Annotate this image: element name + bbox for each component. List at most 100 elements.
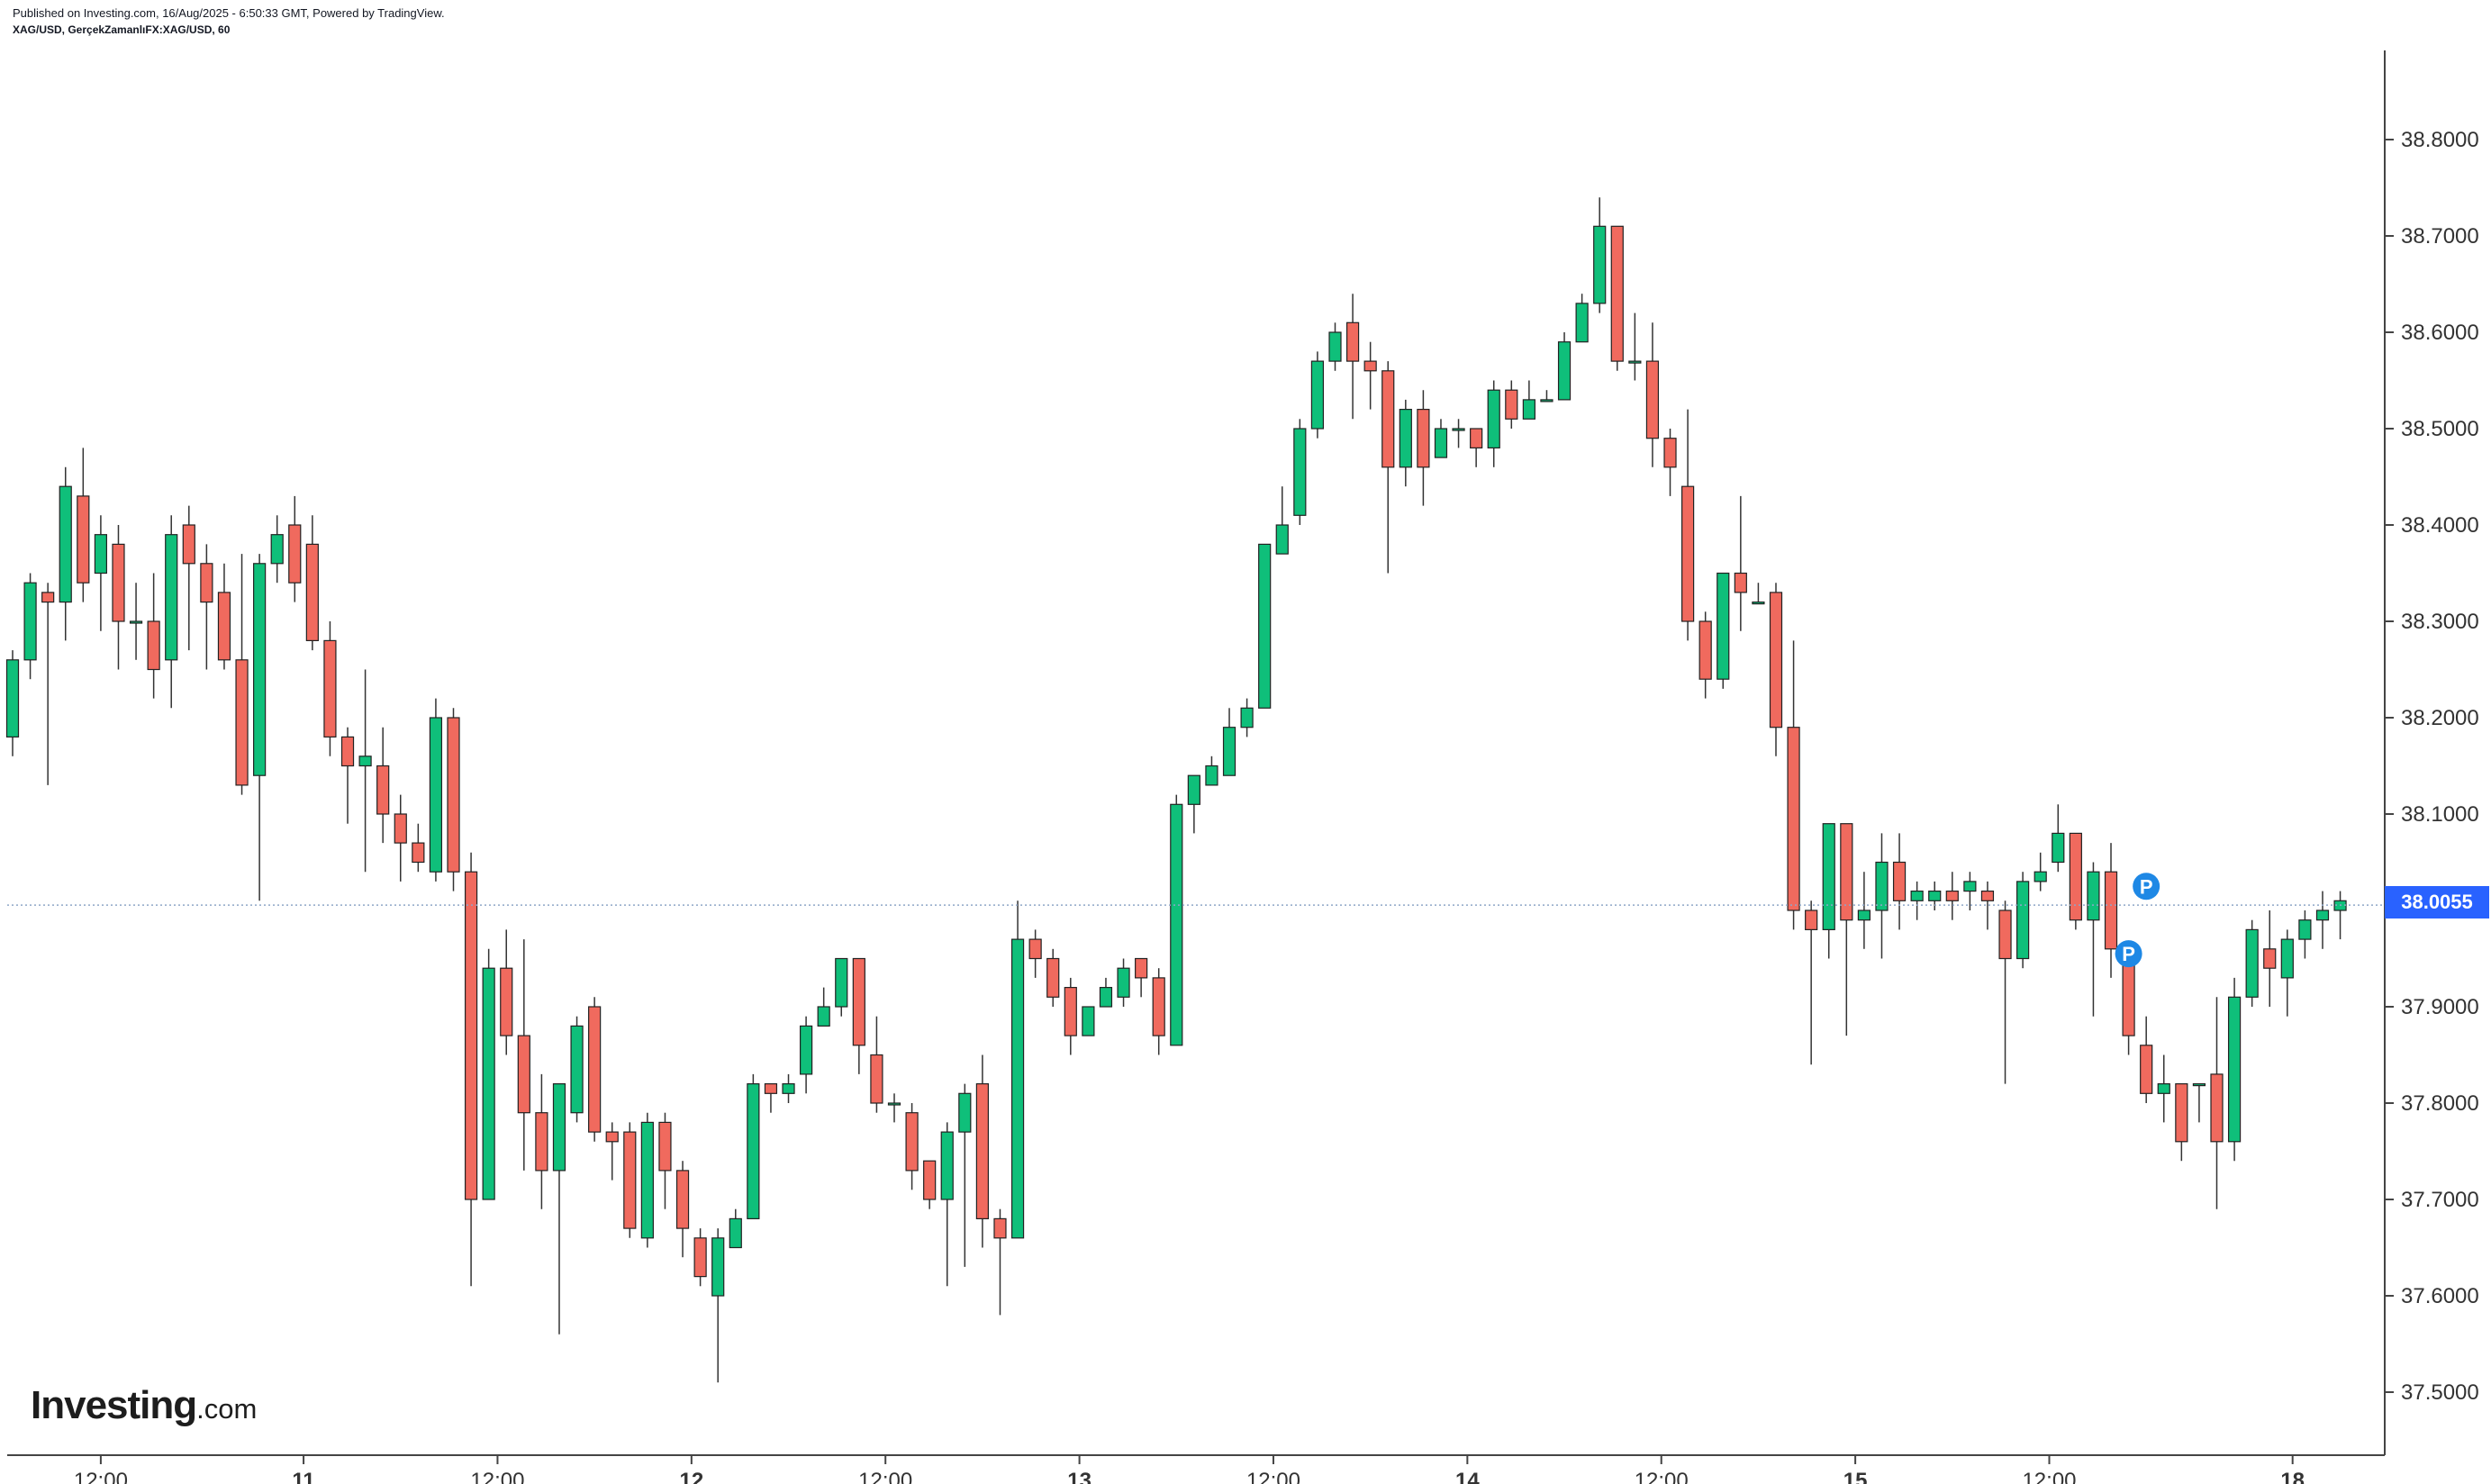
candle-body (270, 534, 284, 565)
candle-down (500, 929, 513, 1055)
candle-body (1345, 321, 1360, 362)
candle-body (658, 1121, 672, 1172)
candle-body (1275, 524, 1289, 555)
candle-up (782, 1073, 795, 1103)
last-price-label: 38.0055 (2385, 886, 2489, 918)
candle-up (711, 1228, 725, 1383)
y-tick-label: 38.7000 (2401, 224, 2479, 249)
candle-body (923, 1160, 937, 1200)
candle-body (1082, 1006, 1095, 1036)
candle-body (1540, 399, 1553, 403)
candle-body (870, 1054, 883, 1104)
candle-body (1892, 861, 1907, 901)
candle-body (1046, 957, 1060, 998)
x-tick-label: 12 (679, 1469, 703, 1484)
candle-up (887, 1093, 901, 1123)
candle-body (1328, 331, 1342, 362)
y-tick-label: 38.2000 (2401, 706, 2479, 730)
pivot-marker: P (2133, 873, 2160, 900)
candle-down (1610, 225, 1624, 371)
candle-up (1099, 977, 1113, 1008)
candle-up (1557, 332, 1572, 401)
candle-up (482, 948, 495, 1200)
candle-body (1663, 438, 1677, 468)
candle-body (1787, 727, 1800, 911)
candle-body (975, 1082, 990, 1219)
candle-down (376, 727, 390, 844)
candle-up (1857, 872, 1871, 949)
investing-logo: Investing.com (31, 1383, 257, 1428)
candle-up (2016, 872, 2030, 969)
candle-down (923, 1160, 937, 1209)
candle-down (112, 525, 125, 670)
candle-down (975, 1054, 990, 1248)
y-tick-label: 38.6000 (2401, 321, 2479, 345)
candle-down (1734, 495, 1747, 631)
candle-body (940, 1131, 954, 1200)
candle-body (1064, 986, 1077, 1036)
x-tick-label: 11 (292, 1469, 314, 1484)
candle-up (1205, 756, 1218, 786)
candle-up (835, 957, 848, 1017)
candle-body (2315, 909, 2330, 921)
candle-up (1434, 419, 1448, 458)
y-tick-label: 38.4000 (2401, 513, 2479, 538)
candle-up (1328, 322, 1342, 371)
candle-body (1980, 890, 1995, 901)
candle-body (1310, 360, 1325, 430)
candle-body (1222, 727, 1236, 776)
candle-up (1628, 312, 1642, 381)
candle-up (1170, 794, 1183, 1046)
candle-down (1645, 322, 1660, 467)
candle-body (1505, 389, 1518, 420)
candle-body (623, 1131, 637, 1229)
candle-body (1575, 303, 1589, 343)
candle-body (2052, 832, 2065, 864)
candle-body (217, 592, 231, 661)
candle-down (288, 495, 302, 602)
candle-down (870, 1016, 883, 1113)
x-tick-label: 15 (1843, 1469, 1868, 1484)
candle-up (1752, 583, 1765, 605)
pivot-circle (2115, 940, 2142, 968)
candle-body (1470, 428, 1483, 448)
candle-down (1135, 957, 1148, 998)
candle-down (675, 1161, 690, 1258)
candle-down (464, 852, 478, 1287)
candle-down (147, 573, 160, 699)
candle-down (1945, 872, 1959, 920)
candle-down (2175, 1082, 2188, 1162)
candle-up (2245, 919, 2259, 1007)
y-tick-label: 38.8000 (2401, 128, 2479, 152)
candle-body (958, 1092, 972, 1133)
candle-body (1698, 620, 1712, 680)
candle-body (747, 1082, 760, 1219)
candle-down (1980, 881, 1995, 930)
candle-up (2298, 910, 2312, 959)
candle-body (1840, 823, 1853, 921)
candle-body (288, 524, 302, 584)
candle-body (482, 967, 495, 1200)
candle-up (23, 573, 37, 680)
candle-up (570, 1016, 584, 1123)
x-tick-label: 12:00 (1635, 1469, 1689, 1484)
candle-body (2157, 1082, 2170, 1094)
candle-up (1452, 419, 1465, 448)
candle-body (1417, 409, 1430, 468)
candle-body (323, 639, 337, 738)
candle-down (605, 1122, 619, 1181)
candle-body (376, 765, 390, 815)
candle-up (358, 669, 372, 873)
candle-body (1187, 774, 1200, 805)
candle-body (147, 620, 160, 671)
candle-body (1293, 428, 1307, 516)
candle-down (2069, 832, 2082, 930)
candle-body (1628, 360, 1642, 364)
candle-body (1734, 572, 1747, 593)
candle-body (2016, 881, 2030, 960)
candle-up (958, 1083, 972, 1267)
candle-body (711, 1237, 725, 1297)
candle-body (1717, 572, 1730, 680)
candle-body (1822, 823, 1835, 931)
